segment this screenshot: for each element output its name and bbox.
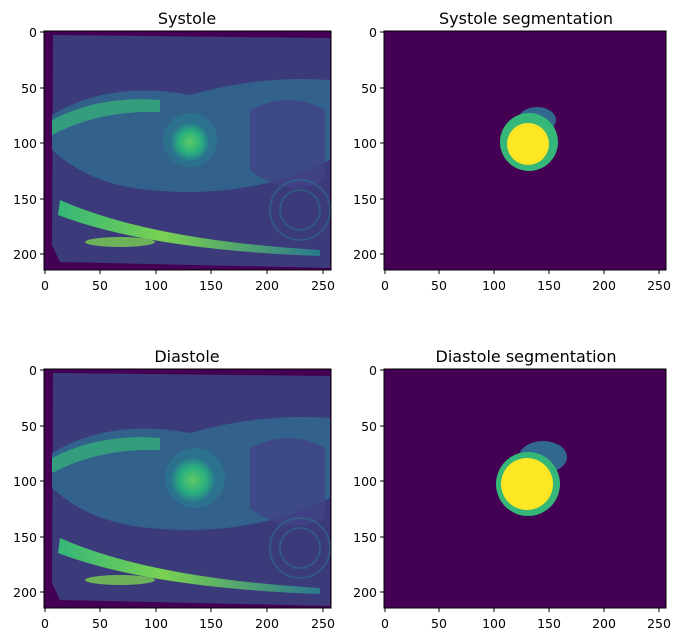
y-tick-label: 50 xyxy=(361,81,377,96)
axes-frame xyxy=(383,368,667,609)
x-tick-label: 100 xyxy=(482,616,506,631)
y-tick-label: 50 xyxy=(21,419,37,434)
x-tick-label: 50 xyxy=(431,278,447,293)
panel-title: Systole xyxy=(158,9,216,28)
x-tick-labels: 0 50 100 150 200 250 xyxy=(41,608,335,631)
x-tick-label: 0 xyxy=(41,278,49,293)
x-tick-label: 50 xyxy=(431,616,447,631)
y-tick-label: 150 xyxy=(13,192,37,207)
axes-frame xyxy=(383,30,667,271)
x-tick-label: 200 xyxy=(592,616,616,631)
panel-diastole: Diastole 0 50 100 150 200 250 0 50 100 xyxy=(13,347,335,631)
y-tick-label: 0 xyxy=(369,25,377,40)
axes-frame xyxy=(43,30,332,271)
panel-systole: Systole 0 50 100 150 200 250 0 50 100 xyxy=(13,9,335,293)
y-tick-label: 200 xyxy=(353,247,377,262)
y-tick-label: 50 xyxy=(21,81,37,96)
x-tick-label: 50 xyxy=(92,278,108,293)
y-tick-labels: 0 50 100 150 200 xyxy=(353,363,384,600)
y-tick-label: 100 xyxy=(13,136,37,151)
x-tick-label: 200 xyxy=(592,278,616,293)
y-tick-label: 50 xyxy=(361,419,377,434)
blood-pool-mask xyxy=(501,458,553,510)
panel-diastole-segmentation: Diastole segmentation 0 50 100 150 200 2… xyxy=(353,347,671,631)
y-tick-label: 0 xyxy=(29,363,37,378)
y-tick-labels: 0 50 100 150 200 xyxy=(353,25,384,262)
y-tick-label: 200 xyxy=(13,585,37,600)
x-tick-labels: 0 50 100 150 200 250 xyxy=(41,270,335,293)
x-tick-label: 250 xyxy=(647,278,671,293)
y-tick-labels: 0 50 100 150 200 xyxy=(13,363,44,600)
x-tick-label: 0 xyxy=(381,616,389,631)
x-tick-label: 150 xyxy=(199,278,223,293)
y-tick-label: 0 xyxy=(369,363,377,378)
axes-frame xyxy=(43,368,332,609)
y-tick-label: 150 xyxy=(13,530,37,545)
x-tick-label: 150 xyxy=(537,616,561,631)
y-tick-label: 0 xyxy=(29,25,37,40)
x-tick-label: 250 xyxy=(647,616,671,631)
x-tick-label: 200 xyxy=(255,616,279,631)
y-tick-labels: 0 50 100 150 200 xyxy=(13,25,44,262)
x-tick-label: 100 xyxy=(482,278,506,293)
x-tick-label: 100 xyxy=(144,278,168,293)
x-tick-label: 0 xyxy=(381,278,389,293)
x-tick-label: 250 xyxy=(311,616,335,631)
y-tick-label: 200 xyxy=(13,247,37,262)
mri-image xyxy=(44,369,331,608)
panel-title: Systole segmentation xyxy=(439,9,613,28)
x-tick-labels: 0 50 100 150 200 250 xyxy=(381,608,671,631)
x-tick-label: 150 xyxy=(537,278,561,293)
panel-title: Diastole xyxy=(154,347,219,366)
x-tick-label: 200 xyxy=(255,278,279,293)
x-tick-labels: 0 50 100 150 200 250 xyxy=(381,270,671,293)
mri-image xyxy=(44,31,331,270)
x-tick-label: 100 xyxy=(144,616,168,631)
y-tick-label: 150 xyxy=(353,192,377,207)
y-tick-label: 150 xyxy=(353,530,377,545)
x-tick-label: 150 xyxy=(199,616,223,631)
y-tick-label: 100 xyxy=(13,474,37,489)
x-tick-label: 50 xyxy=(92,616,108,631)
x-tick-label: 0 xyxy=(41,616,49,631)
y-tick-label: 100 xyxy=(353,136,377,151)
blood-pool-mask xyxy=(507,123,549,165)
y-tick-label: 200 xyxy=(353,585,377,600)
x-tick-label: 250 xyxy=(311,278,335,293)
y-tick-label: 100 xyxy=(353,474,377,489)
panel-title: Diastole segmentation xyxy=(436,347,617,366)
panel-systole-segmentation: Systole segmentation 0 50 100 150 200 25… xyxy=(353,9,671,293)
